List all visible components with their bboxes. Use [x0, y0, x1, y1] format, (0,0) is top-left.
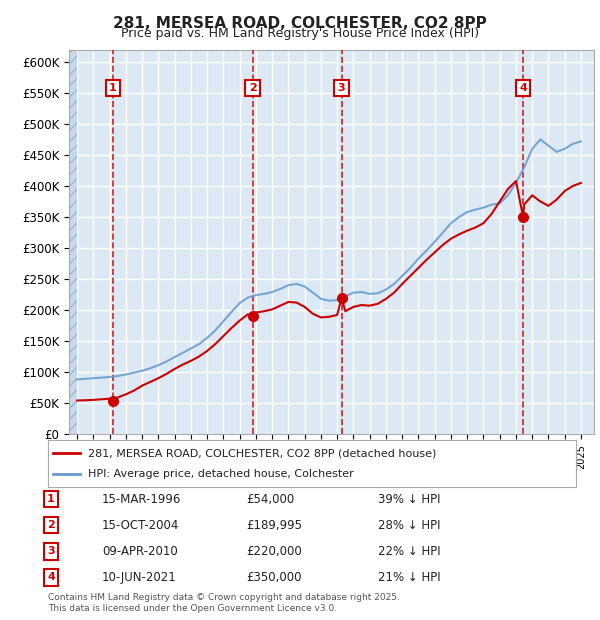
Text: 3: 3 [338, 83, 346, 93]
Text: 281, MERSEA ROAD, COLCHESTER, CO2 8PP (detached house): 281, MERSEA ROAD, COLCHESTER, CO2 8PP (d… [88, 448, 436, 458]
Text: £189,995: £189,995 [246, 519, 302, 531]
Text: 2: 2 [248, 83, 256, 93]
Text: 2: 2 [47, 520, 55, 530]
Text: Contains HM Land Registry data © Crown copyright and database right 2025.
This d: Contains HM Land Registry data © Crown c… [48, 593, 400, 613]
Text: 1: 1 [109, 83, 117, 93]
Text: 39% ↓ HPI: 39% ↓ HPI [378, 493, 440, 505]
Text: 281, MERSEA ROAD, COLCHESTER, CO2 8PP: 281, MERSEA ROAD, COLCHESTER, CO2 8PP [113, 16, 487, 30]
Text: £54,000: £54,000 [246, 493, 294, 505]
Text: 4: 4 [519, 83, 527, 93]
Text: £220,000: £220,000 [246, 545, 302, 557]
Text: 15-OCT-2004: 15-OCT-2004 [102, 519, 179, 531]
Text: 09-APR-2010: 09-APR-2010 [102, 545, 178, 557]
Text: 28% ↓ HPI: 28% ↓ HPI [378, 519, 440, 531]
Text: 10-JUN-2021: 10-JUN-2021 [102, 571, 177, 583]
Text: 1: 1 [47, 494, 55, 504]
Text: 3: 3 [47, 546, 55, 556]
Text: 21% ↓ HPI: 21% ↓ HPI [378, 571, 440, 583]
Text: HPI: Average price, detached house, Colchester: HPI: Average price, detached house, Colc… [88, 469, 353, 479]
Text: Price paid vs. HM Land Registry's House Price Index (HPI): Price paid vs. HM Land Registry's House … [121, 27, 479, 40]
Bar [69, 50, 77, 434]
Text: 22% ↓ HPI: 22% ↓ HPI [378, 545, 440, 557]
Text: 15-MAR-1996: 15-MAR-1996 [102, 493, 181, 505]
Text: £350,000: £350,000 [246, 571, 302, 583]
Text: 4: 4 [47, 572, 55, 582]
